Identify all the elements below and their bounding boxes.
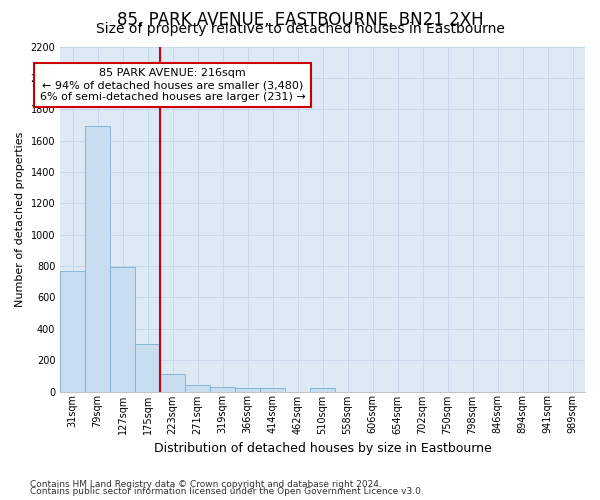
Text: 85, PARK AVENUE, EASTBOURNE, BN21 2XH: 85, PARK AVENUE, EASTBOURNE, BN21 2XH bbox=[116, 11, 484, 29]
X-axis label: Distribution of detached houses by size in Eastbourne: Distribution of detached houses by size … bbox=[154, 442, 491, 455]
Bar bbox=[160, 374, 185, 392]
Bar bbox=[135, 344, 160, 392]
Text: Contains HM Land Registry data © Crown copyright and database right 2024.: Contains HM Land Registry data © Crown c… bbox=[30, 480, 382, 489]
Bar bbox=[310, 388, 335, 392]
Bar bbox=[60, 271, 85, 392]
Bar bbox=[110, 267, 135, 392]
Bar bbox=[85, 126, 110, 392]
Text: Size of property relative to detached houses in Eastbourne: Size of property relative to detached ho… bbox=[95, 22, 505, 36]
Text: Contains public sector information licensed under the Open Government Licence v3: Contains public sector information licen… bbox=[30, 487, 424, 496]
Bar bbox=[210, 387, 235, 392]
Bar bbox=[260, 388, 285, 392]
Y-axis label: Number of detached properties: Number of detached properties bbox=[15, 132, 25, 306]
Bar bbox=[235, 388, 260, 392]
Bar bbox=[185, 385, 210, 392]
Text: 85 PARK AVENUE: 216sqm
← 94% of detached houses are smaller (3,480)
6% of semi-d: 85 PARK AVENUE: 216sqm ← 94% of detached… bbox=[40, 68, 305, 102]
